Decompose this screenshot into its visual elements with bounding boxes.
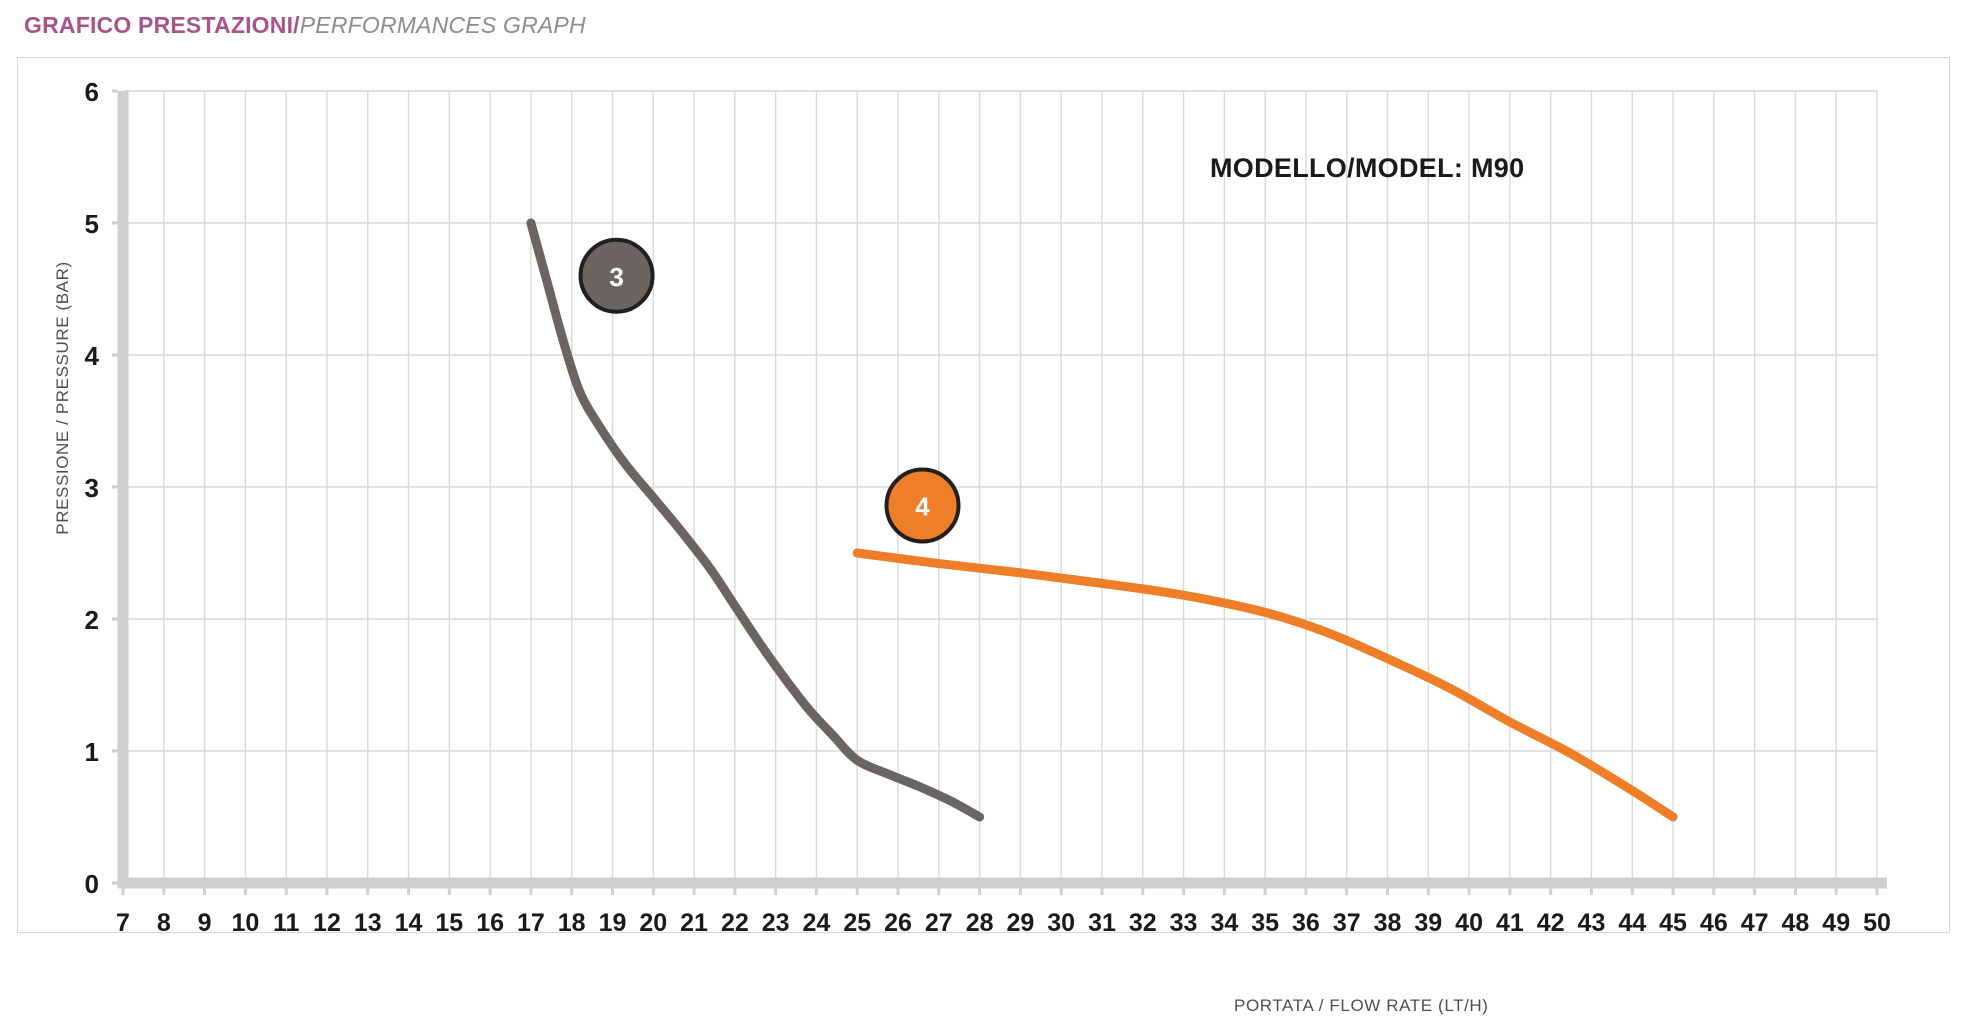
x-tick-label: 25: [843, 909, 871, 932]
x-tick-label: 46: [1700, 909, 1728, 932]
badge-circle: [884, 467, 961, 544]
series-curve-4: [852, 548, 1678, 822]
x-tick-label: 34: [1210, 909, 1238, 932]
y-tick-label: 4: [85, 341, 100, 371]
x-tick-label: 28: [966, 909, 994, 932]
chart-card: 7 8 9 10 11 12 13 14 15 16 17 18 19 20 21 22 23 24 25 26 27 2…: [17, 57, 1950, 1015]
x-tick-label: 48: [1782, 909, 1810, 932]
x-tick-label: 38: [1374, 909, 1402, 932]
x-tick-label: 45: [1659, 909, 1687, 932]
x-axis-title: PORTATA / FLOW RATE (LT/H): [1234, 996, 1489, 1015]
x-tick-label: 43: [1578, 909, 1606, 932]
x-tick-label: 42: [1537, 909, 1565, 932]
x-tick-label: 9: [198, 909, 212, 932]
model-label: MODELLO/MODEL: M90: [1210, 153, 1525, 183]
series-badge-3[interactable]: 3: [578, 237, 655, 314]
x-tick-label: 41: [1496, 909, 1524, 932]
x-tick-label: 22: [721, 909, 749, 932]
x-tick-label: 40: [1455, 909, 1483, 932]
x-tick-label: 15: [435, 909, 463, 932]
series-badge-layer: 34: [578, 237, 961, 544]
series-badge-4[interactable]: 4: [884, 467, 961, 544]
x-tick-label: 10: [231, 909, 259, 932]
x-tick-label: 14: [395, 909, 423, 932]
page-title-english: PERFORMANCES GRAPH: [299, 12, 586, 38]
x-tick-label: 50: [1863, 909, 1891, 932]
x-tick-label: 39: [1414, 909, 1442, 932]
x-tick-label: 8: [157, 909, 171, 932]
y-axis-title: PRESSIONE / PRESSURE (BAR): [53, 261, 72, 535]
x-tick-label: 24: [803, 909, 831, 932]
page-title-italian: GRAFICO PRESTAZIONI: [24, 12, 294, 38]
x-tick-label: 18: [558, 909, 586, 932]
x-tick-label: 11: [273, 909, 300, 932]
series-layer: [526, 218, 1678, 822]
badge-circle: [578, 237, 655, 314]
x-tick-label: 32: [1129, 909, 1157, 932]
x-tick-label: 21: [680, 909, 708, 932]
y-tick-label: 5: [85, 209, 99, 239]
tick-labels-layer: 7 8 9 10 11 12 13 14 15 16 17 18 19 20 21 22 23 24 25 26 27 2…: [85, 77, 1891, 932]
y-tick-label: 2: [85, 605, 99, 635]
y-tick-label: 3: [85, 473, 99, 503]
badge-label: 4: [915, 491, 930, 521]
x-tick-label: 49: [1822, 909, 1850, 932]
x-tick-label: 7: [116, 909, 130, 932]
x-tick-label: 36: [1292, 909, 1320, 932]
x-tick-label: 26: [884, 909, 912, 932]
page-title-separator: /: [293, 12, 300, 38]
page-title: GRAFICO PRESTAZIONI/PERFORMANCES GRAPH: [24, 12, 586, 39]
x-tick-label: 33: [1170, 909, 1198, 932]
x-tick-label: 17: [517, 909, 545, 932]
x-tick-label: 19: [599, 909, 627, 932]
grid-layer: [122, 90, 1878, 883]
x-tick-label: 31: [1088, 909, 1116, 932]
x-tick-label: 13: [354, 909, 382, 932]
x-tick-label: 30: [1047, 909, 1075, 932]
performance-chart: 7 8 9 10 11 12 13 14 15 16 17 18 19 20 21 22 23 24 25 26 27 2…: [85, 77, 1891, 932]
series-curve-3: [526, 218, 985, 822]
x-tick-label: 44: [1618, 909, 1646, 932]
axis-layer: [112, 89, 1887, 895]
x-tick-label: 47: [1741, 909, 1769, 932]
x-tick-label: 12: [313, 909, 341, 932]
x-tick-label: 20: [639, 909, 667, 932]
badge-label: 3: [609, 262, 623, 292]
x-tick-label: 29: [1006, 909, 1034, 932]
y-tick-label: 6: [85, 77, 99, 107]
x-tick-label: 16: [476, 909, 504, 932]
x-tick-label: 27: [925, 909, 953, 932]
y-tick-label: 0: [85, 869, 99, 899]
x-tick-label: 37: [1333, 909, 1361, 932]
x-tick-label: 23: [762, 909, 790, 932]
y-tick-label: 1: [85, 737, 99, 767]
x-tick-label: 35: [1251, 909, 1279, 932]
